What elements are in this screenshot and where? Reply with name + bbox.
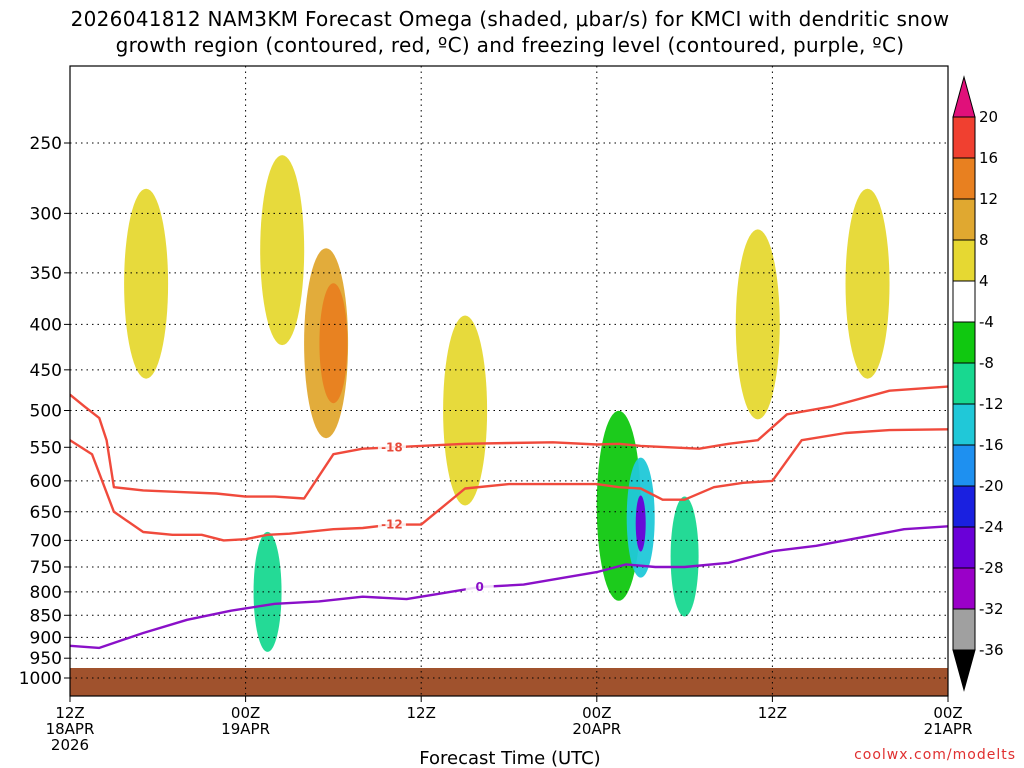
- colorbar-label-9: 4: [979, 272, 989, 290]
- x-tick-label-60-1: 00Z: [933, 704, 962, 722]
- colorbar-box-12: [952, 116, 976, 159]
- y-tick-label-500: 500: [30, 402, 62, 422]
- colorbar-label-1: -32: [979, 600, 1004, 618]
- x-tick-label-36-1: 00Z: [582, 704, 611, 722]
- x-tick-label-12-2: 19APR: [221, 720, 270, 738]
- contour-label-bg-2: [465, 579, 494, 595]
- x-tick-label-36-2: 20APR: [572, 720, 621, 738]
- contour-line-2: [70, 525, 948, 650]
- colorbar-box-1: [952, 567, 976, 610]
- chart-title-line-1: 2026041812 NAM3KM Forecast Omega (shaded…: [71, 7, 950, 31]
- colorbar-box-3: [952, 485, 976, 528]
- y-tick-label-600: 600: [30, 472, 62, 492]
- y-tick-label-300: 300: [30, 204, 62, 224]
- contour-label-0: -12: [381, 518, 403, 532]
- ground-surface-fill: [70, 668, 948, 696]
- colorbar-label-4: -20: [979, 477, 1004, 495]
- colorbar-label-5: -16: [979, 436, 1004, 454]
- colorbar-label-0: -36: [979, 641, 1004, 659]
- colorbar: -36 -32 -28 -24 -20 -16 -12 -8 -4 4 8 12 16 20: [952, 75, 1004, 692]
- omega-blob-0: [124, 188, 169, 379]
- colorbar-box-9: [952, 239, 976, 282]
- y-tick-label-350: 350: [30, 264, 62, 284]
- omega-shading: [124, 155, 890, 652]
- x-axis-label: Forecast Time (UTC): [419, 748, 600, 768]
- grid: [69, 66, 949, 696]
- colorbar-bottom-arrow: [952, 649, 976, 692]
- contour-line-1: [70, 385, 948, 500]
- contour-lines: -12 -18 0: [70, 385, 948, 650]
- colorbar-box-8: [952, 280, 976, 323]
- colorbar-top-arrow: [952, 75, 976, 118]
- contour-label-1: -18: [381, 440, 403, 454]
- colorbar-box-5: [952, 403, 976, 446]
- colorbar-box-0: [952, 608, 976, 651]
- omega-blob-3: [319, 283, 348, 404]
- x-tick-label-12-1: 00Z: [231, 704, 260, 722]
- x-tick-label-24-1: 12Z: [407, 704, 436, 722]
- colorbar-label-10: 8: [979, 231, 989, 249]
- colorbar-label-3: -24: [979, 518, 1004, 536]
- y-tick-label-400: 400: [30, 315, 62, 335]
- y-tick-label-550: 550: [30, 438, 62, 458]
- x-tick-label-0-3: 2026: [51, 736, 89, 754]
- colorbar-box-7: [952, 321, 976, 364]
- chart-title-line-2: growth region (contoured, red, ºC) and f…: [116, 33, 905, 57]
- contour-label-bg-1: [377, 439, 406, 455]
- colorbar-label-12: 16: [979, 149, 998, 167]
- y-tick-label-650: 650: [30, 503, 62, 523]
- omega-blob-10: [845, 188, 890, 379]
- plot-frame: [69, 65, 949, 697]
- y-tick-label-250: 250: [30, 134, 62, 154]
- y-tick-label-800: 800: [30, 583, 62, 603]
- y-tick-label-750: 750: [30, 558, 62, 578]
- omega-blob-7: [635, 495, 646, 552]
- colorbar-box-11: [952, 157, 976, 200]
- y-tick-label-700: 700: [30, 531, 62, 551]
- colorbar-box-4: [952, 444, 976, 487]
- credit-text: coolwx.com/modelts: [854, 747, 1016, 763]
- omega-blob-4: [443, 315, 488, 506]
- colorbar-box-6: [952, 362, 976, 405]
- y-tick-label-850: 850: [30, 606, 62, 626]
- x-tick-label-60-2: 21APR: [924, 720, 973, 738]
- omega-blob-1: [260, 155, 305, 346]
- y-tick-label-950: 950: [30, 649, 62, 669]
- x-tick-label-48-1: 12Z: [758, 704, 787, 722]
- contour-label-bg-0: [377, 516, 406, 532]
- colorbar-label-13: 20: [979, 108, 998, 126]
- colorbar-label-8: -4: [979, 313, 994, 331]
- x-tick-label-0-2: 18APR: [46, 720, 95, 738]
- colorbar-box-2: [952, 526, 976, 569]
- pressure-axis: 2503003504004505005506006507007508008509…: [19, 134, 70, 689]
- colorbar-label-11: 12: [979, 190, 998, 208]
- contour-label-2: 0: [476, 580, 484, 594]
- y-tick-label-1000: 1000: [19, 669, 62, 689]
- colorbar-label-7: -8: [979, 354, 994, 372]
- y-tick-label-900: 900: [30, 628, 62, 648]
- colorbar-label-6: -12: [979, 395, 1004, 413]
- y-tick-label-450: 450: [30, 361, 62, 381]
- omega-blob-11: [253, 531, 282, 652]
- contour-line-0: [70, 428, 948, 542]
- x-tick-label-0-1: 12Z: [55, 704, 84, 722]
- omega-blob-8: [670, 496, 699, 617]
- colorbar-label-2: -28: [979, 559, 1004, 577]
- colorbar-box-10: [952, 198, 976, 241]
